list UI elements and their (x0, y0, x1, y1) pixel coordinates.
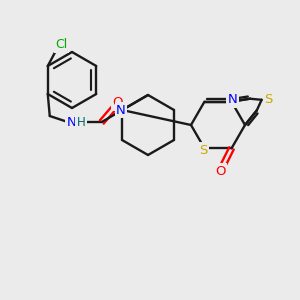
Text: N: N (67, 116, 76, 128)
Text: N: N (228, 93, 237, 106)
Text: O: O (112, 97, 123, 110)
Text: Cl: Cl (56, 38, 68, 52)
Text: S: S (264, 93, 273, 106)
Text: S: S (199, 144, 208, 157)
Text: O: O (215, 165, 226, 178)
Text: N: N (116, 103, 126, 116)
Text: H: H (76, 116, 85, 130)
